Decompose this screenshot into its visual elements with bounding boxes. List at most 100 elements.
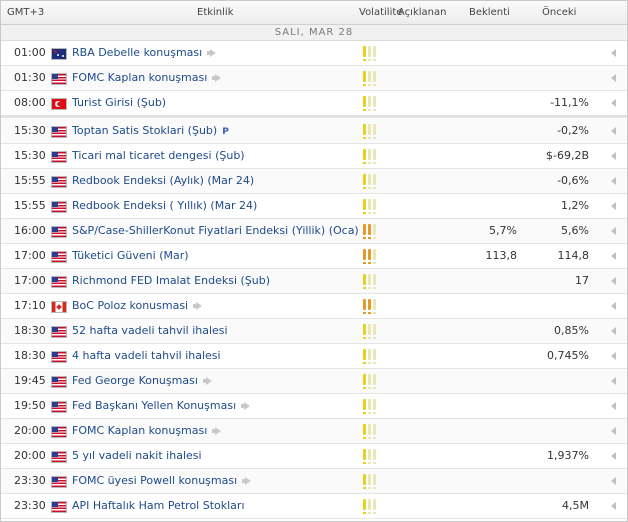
event-row[interactable]: 15:55 Redbook Endeksi ( Yıllık) (Mar 24) 1… (1, 194, 627, 219)
volatility-indicator-icon (363, 148, 379, 164)
volatility-indicator-icon (363, 123, 379, 139)
event-name-link[interactable]: BoC Poloz konusmasi (72, 299, 203, 312)
event-row[interactable]: 01:30 FOMC Kaplan konuşması (1, 66, 627, 91)
expand-arrow-icon[interactable] (611, 227, 616, 235)
volatility-indicator-icon (363, 70, 379, 86)
flag-us-icon (51, 351, 67, 363)
expand-arrow-icon[interactable] (611, 277, 616, 285)
previous-column-header: Önceki (542, 7, 577, 18)
event-row[interactable]: 20:00 5 yıl vadeli nakit ihalesi 1,937% (1, 444, 627, 469)
event-name-link[interactable]: Richmond FED Imalat Endeksi (Şub) (72, 274, 270, 287)
event-name-link[interactable]: Fed Başkanı Yellen Konuşması (72, 399, 251, 412)
expand-arrow-icon[interactable] (611, 177, 616, 185)
volatility-bar (373, 399, 376, 414)
event-time: 19:45 (14, 374, 46, 387)
event-row[interactable]: 18:30 52 hafta vadeli tahvil ihalesi 0,85% (1, 319, 627, 344)
expand-arrow-icon[interactable] (611, 427, 616, 435)
event-name-link[interactable]: Turist Girisi (Şub) (72, 96, 166, 109)
event-row[interactable]: 18:30 4 hafta vadeli tahvil ihalesi 0,745% (1, 344, 627, 369)
expand-arrow-icon[interactable] (611, 402, 616, 410)
event-name-link[interactable]: 5 yıl vadeli nakit ihalesi (72, 449, 202, 462)
timezone-header[interactable]: GMT+3 (7, 7, 45, 18)
previous-value: 5,6% (561, 224, 589, 237)
event-row[interactable]: 19:45 Fed George Konuşması (1, 369, 627, 394)
event-name-link[interactable]: Fed George Konuşması (72, 374, 213, 387)
event-name-link[interactable]: Redbook Endeksi (Aylık) (Mar 24) (72, 174, 254, 187)
expand-arrow-icon[interactable] (611, 352, 616, 360)
event-name: FOMC Kaplan konuşması (72, 424, 208, 437)
event-time: 18:30 (14, 349, 46, 362)
event-name-link[interactable]: FOMC üyesi Powell konuşması (72, 474, 252, 487)
event-time: 20:00 (14, 424, 46, 437)
event-row[interactable]: 20:00 FOMC Kaplan konuşması (1, 419, 627, 444)
expand-arrow-icon[interactable] (611, 127, 616, 135)
flag-us-icon (51, 426, 67, 438)
event-name-link[interactable]: Tüketici Güveni (Mar) (72, 249, 189, 262)
event-row[interactable]: 17:00 Richmond FED Imalat Endeksi (Şub) 17 (1, 269, 627, 294)
expand-arrow-icon[interactable] (611, 49, 616, 57)
event-row[interactable]: 23:30 FOMC üyesi Powell konuşması (1, 469, 627, 494)
expand-arrow-icon[interactable] (611, 202, 616, 210)
event-column-header: Etkinlik (197, 7, 234, 18)
volatility-bar (368, 124, 371, 139)
event-row[interactable]: 17:00 Tüketici Güveni (Mar) 113,8 114,8 (1, 244, 627, 269)
event-row[interactable]: 15:30 Ticari mal ticaret dengesi (Şub) $-6… (1, 144, 627, 169)
speech-megaphone-icon (212, 74, 222, 82)
volatility-indicator-icon (363, 45, 379, 61)
volatility-bar (368, 96, 371, 111)
volatility-bar (373, 374, 376, 389)
previous-value: $-69,2B (545, 149, 589, 162)
volatility-bar (373, 424, 376, 439)
expand-arrow-icon[interactable] (611, 327, 616, 335)
expand-arrow-icon[interactable] (611, 152, 616, 160)
volatility-bar (368, 374, 371, 389)
speech-megaphone-icon (193, 302, 203, 310)
event-time: 15:55 (14, 174, 46, 187)
event-name: Ticari mal ticaret dengesi (Şub) (72, 149, 245, 162)
expand-arrow-icon[interactable] (611, 302, 616, 310)
event-name-link[interactable]: RBA Debelle konuşması (72, 46, 217, 59)
event-name-link[interactable]: 52 hafta vadeli tahvil ihalesi (72, 324, 228, 337)
event-name-link[interactable]: 4 hafta vadeli tahvil ihalesi (72, 349, 221, 362)
expand-arrow-icon[interactable] (611, 99, 616, 107)
event-name: 5 yıl vadeli nakit ihalesi (72, 449, 202, 462)
event-name-link[interactable]: Ticari mal ticaret dengesi (Şub) (72, 149, 245, 162)
event-time: 17:00 (14, 249, 46, 262)
preliminary-badge: P (222, 127, 229, 137)
volatility-bar (368, 449, 371, 464)
previous-value: -0,2% (557, 124, 589, 137)
event-name-link[interactable]: API Haftalık Ham Petrol Stokları (72, 499, 245, 512)
expand-arrow-icon[interactable] (611, 252, 616, 260)
event-name: 4 hafta vadeli tahvil ihalesi (72, 349, 221, 362)
volatility-bar (373, 274, 376, 289)
speech-megaphone-icon (242, 477, 252, 485)
volatility-bar (368, 499, 371, 514)
event-name-link[interactable]: S&P/Case-ShillerKonut Fiyatlari Endeksi … (72, 224, 359, 237)
event-row[interactable]: 15:30 Toptan Satis Stoklari (Şub) P -0,2% (1, 119, 627, 144)
event-name-link[interactable]: Redbook Endeksi ( Yıllık) (Mar 24) (72, 199, 257, 212)
flag-us-icon (51, 276, 67, 288)
event-row[interactable]: 19:50 Fed Başkanı Yellen Konuşması (1, 394, 627, 419)
event-row[interactable]: 15:55 Redbook Endeksi (Aylık) (Mar 24) -0,… (1, 169, 627, 194)
event-row[interactable]: 16:00 S&P/Case-ShillerKonut Fiyatlari End… (1, 219, 627, 244)
event-row[interactable]: 01:00 RBA Debelle konuşması (1, 41, 627, 66)
event-row[interactable]: 08:00 Turist Girisi (Şub) -11,1% (1, 91, 627, 118)
expand-arrow-icon[interactable] (611, 452, 616, 460)
event-name-link[interactable]: FOMC Kaplan konuşması (72, 71, 222, 84)
expand-arrow-icon[interactable] (611, 477, 616, 485)
expand-arrow-icon[interactable] (611, 502, 616, 510)
previous-value: 4,5M (562, 499, 589, 512)
actual-column-header: Açıklanan (398, 7, 447, 18)
event-name-link[interactable]: Toptan Satis Stoklari (Şub) P (72, 124, 229, 137)
volatility-column-header: Volatilite (359, 7, 403, 18)
event-name-link[interactable]: FOMC Kaplan konuşması (72, 424, 222, 437)
event-row[interactable]: 23:30 API Haftalık Ham Petrol Stokları 4,5… (1, 494, 627, 519)
event-row[interactable]: 17:10 BoC Poloz konusmasi (1, 294, 627, 319)
expand-arrow-icon[interactable] (611, 74, 616, 82)
volatility-bar (363, 299, 366, 314)
volatility-bar (373, 299, 376, 314)
speech-megaphone-icon (212, 427, 222, 435)
expand-arrow-icon[interactable] (611, 377, 616, 385)
event-name: BoC Poloz konusmasi (72, 299, 189, 312)
flag-us-icon (51, 73, 67, 85)
